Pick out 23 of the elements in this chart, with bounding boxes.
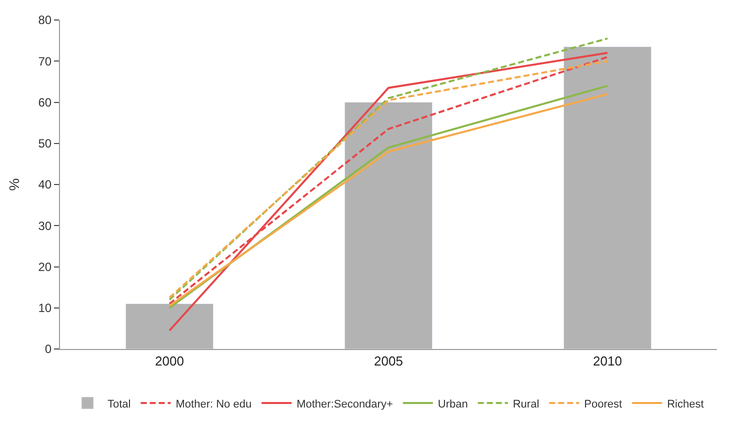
y-axis-title: % (6, 178, 22, 191)
y-tick-label: 50 (38, 136, 52, 151)
x-tick-label: 2010 (593, 354, 622, 369)
y-tick-label: 60 (38, 95, 52, 110)
y-tick-label: 0 (44, 342, 52, 356)
y-tick-label: 40 (38, 178, 52, 192)
legend-label: Urban (438, 398, 468, 410)
y-tick-label: 20 (38, 260, 52, 274)
x-tick-label: 2005 (374, 354, 403, 369)
bar (125, 304, 214, 349)
y-tick-label: 70 (38, 54, 52, 68)
y-tick-label: 30 (38, 218, 52, 233)
legend-label: Poorest (584, 398, 622, 410)
y-tick-label: 80 (38, 13, 52, 28)
legend-label: Rural (512, 398, 540, 410)
y-tick-label: 10 (38, 301, 52, 316)
legend-label: Mother:Secondary+ (296, 398, 393, 410)
legend-label: Mother: No edu (176, 398, 252, 410)
legend-label: Total (108, 398, 131, 410)
bar (344, 102, 433, 349)
x-tick-label: 2000 (155, 354, 184, 369)
bar (563, 46, 652, 349)
legend-label: Richest (667, 398, 704, 410)
